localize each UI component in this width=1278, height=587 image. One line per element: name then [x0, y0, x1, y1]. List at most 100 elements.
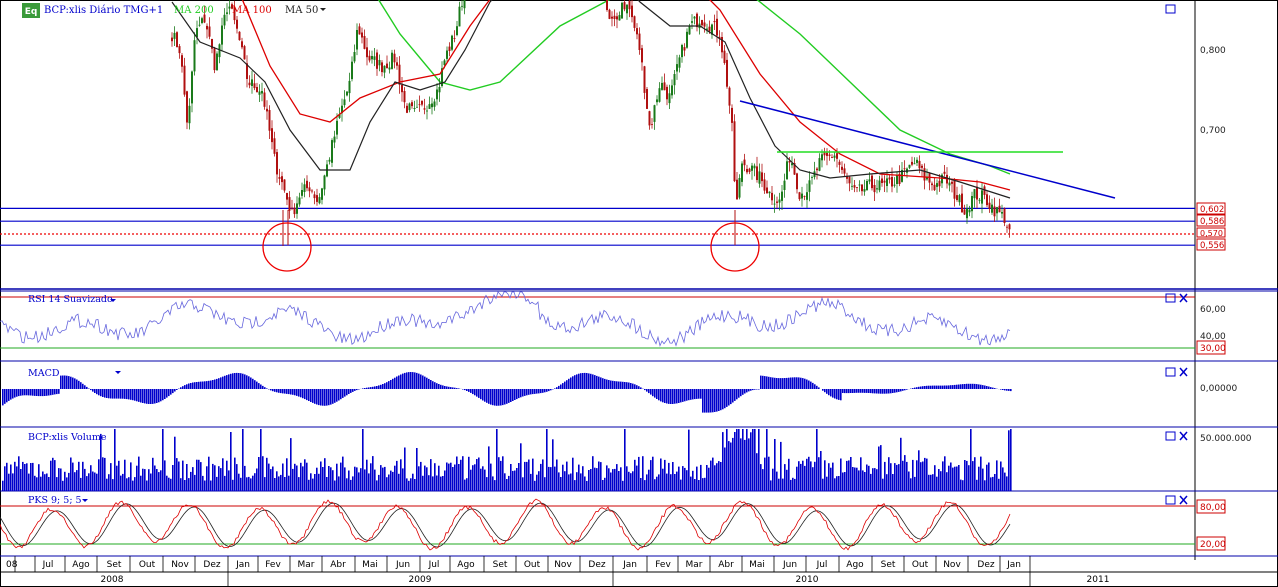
close-icon[interactable]: [1179, 495, 1188, 505]
pks-panel[interactable]: PKS 9; 5; 5 80,00 20,00: [0, 495, 1226, 551]
volume-bar: [298, 477, 300, 491]
candle-body: [628, 0, 631, 10]
macd-bar: [24, 389, 26, 396]
volume-bar: [150, 473, 152, 491]
macd-bar: [904, 389, 906, 391]
volume-bar: [482, 466, 484, 491]
volume-bar: [314, 474, 316, 491]
candle-body: [728, 87, 731, 106]
macd-bar: [348, 389, 350, 394]
volume-bar: [516, 468, 518, 491]
close-icon[interactable]: [1179, 431, 1188, 441]
macd-bar: [678, 389, 680, 403]
macd-bar: [728, 389, 730, 406]
macd-bar: [352, 389, 354, 392]
volume-bar: [558, 472, 560, 491]
volume-bar: [664, 459, 666, 491]
rsi-title[interactable]: RSI 14 Suavizado: [28, 294, 113, 305]
macd-dropdown-icon[interactable]: [115, 371, 121, 374]
ma50-path: [171, 0, 1011, 199]
volume-bar: [566, 461, 568, 491]
volume-bar: [2, 480, 4, 491]
macd-bar: [246, 375, 248, 389]
macd-bar: [244, 374, 246, 389]
volume-bar: [644, 480, 646, 491]
close-icon[interactable]: [1179, 367, 1188, 377]
maximize-icon[interactable]: [1165, 4, 1176, 14]
maximize-icon[interactable]: [1165, 431, 1176, 441]
close-icon[interactable]: [1179, 293, 1188, 303]
macd-bar: [650, 389, 652, 395]
maximize-icon[interactable]: [1165, 367, 1176, 377]
macd-bar: [838, 389, 840, 400]
pks-dropdown-icon[interactable]: [82, 499, 88, 502]
rsi-dropdown-icon[interactable]: [110, 299, 116, 302]
candle-body: [383, 65, 386, 73]
macd-bar: [334, 389, 336, 403]
volume-bar: [416, 448, 418, 491]
maximize-icon[interactable]: [1165, 495, 1176, 505]
ma100-label[interactable]: MA 100: [232, 5, 272, 16]
volume-bar: [40, 476, 42, 491]
candle-body: [853, 185, 856, 188]
volume-bar: [702, 478, 704, 491]
volume-bar: [744, 439, 746, 491]
volume-bar: [22, 461, 24, 491]
rsi-panel[interactable]: RSI 14 Suavizado 60,00 40,00 30,00: [0, 291, 1226, 355]
macd-bar: [224, 375, 226, 389]
volume-bar: [906, 461, 908, 491]
volume-bar: [518, 463, 520, 491]
candle-body: [313, 194, 316, 199]
volume-bar: [888, 457, 890, 491]
candle-body: [396, 62, 398, 66]
macd-panel[interactable]: MACD 0,00000: [2, 367, 1237, 413]
volume-bar: [322, 467, 324, 491]
volume-bar: [714, 465, 716, 491]
macd-bar: [314, 389, 316, 404]
macd-bar: [816, 385, 818, 389]
macd-bar: [804, 378, 806, 389]
candle-body: [983, 186, 986, 195]
candle-body: [333, 136, 336, 143]
candle-body: [868, 179, 871, 182]
macd-bar: [754, 389, 756, 390]
bottom-circle-2009: [262, 222, 312, 272]
volume-bar: [132, 480, 134, 491]
candle-body: [183, 65, 186, 95]
volume-bar: [618, 471, 620, 491]
pks-title[interactable]: PKS 9; 5; 5: [28, 495, 82, 506]
candle-body: [741, 163, 743, 182]
macd-bar: [102, 389, 104, 397]
candle-body: [808, 180, 811, 192]
macd-bar: [524, 389, 526, 396]
volume-bar: [858, 470, 860, 491]
downtrend-line: [739, 100, 1116, 199]
symbol-label[interactable]: BCP:xlis Diário TMG+1: [44, 5, 163, 16]
macd-bar: [836, 389, 838, 400]
volume-bar: [466, 478, 468, 491]
ma50-label[interactable]: MA 50: [285, 5, 318, 16]
macd-bar: [150, 389, 152, 404]
volume-bar: [1004, 472, 1006, 491]
candle-body: [251, 79, 253, 86]
ma200-label[interactable]: MA 200: [174, 5, 214, 16]
macd-bar: [630, 383, 632, 389]
volume-bar: [536, 474, 538, 491]
volume-bar: [510, 464, 512, 491]
volume-bar: [356, 467, 358, 491]
macd-bar: [350, 389, 352, 393]
macd-bar: [1000, 389, 1002, 390]
volume-bar: [544, 477, 546, 491]
volume-bar: [48, 477, 50, 491]
maximize-icon[interactable]: [1165, 293, 1176, 303]
volume-bar: [992, 476, 994, 491]
candle-body: [276, 152, 278, 175]
month-label: Nov: [171, 560, 189, 570]
ma50-dropdown-icon[interactable]: [320, 8, 326, 11]
candle-body: [621, 2, 623, 19]
volume-panel[interactable]: BCP:xlis Volume 50.000.000: [2, 429, 1252, 491]
volume-title[interactable]: BCP:xlis Volume: [28, 432, 107, 443]
price-panel[interactable]: [0, 0, 1195, 272]
macd-title[interactable]: MACD: [28, 368, 60, 379]
macd-bar: [358, 389, 360, 390]
